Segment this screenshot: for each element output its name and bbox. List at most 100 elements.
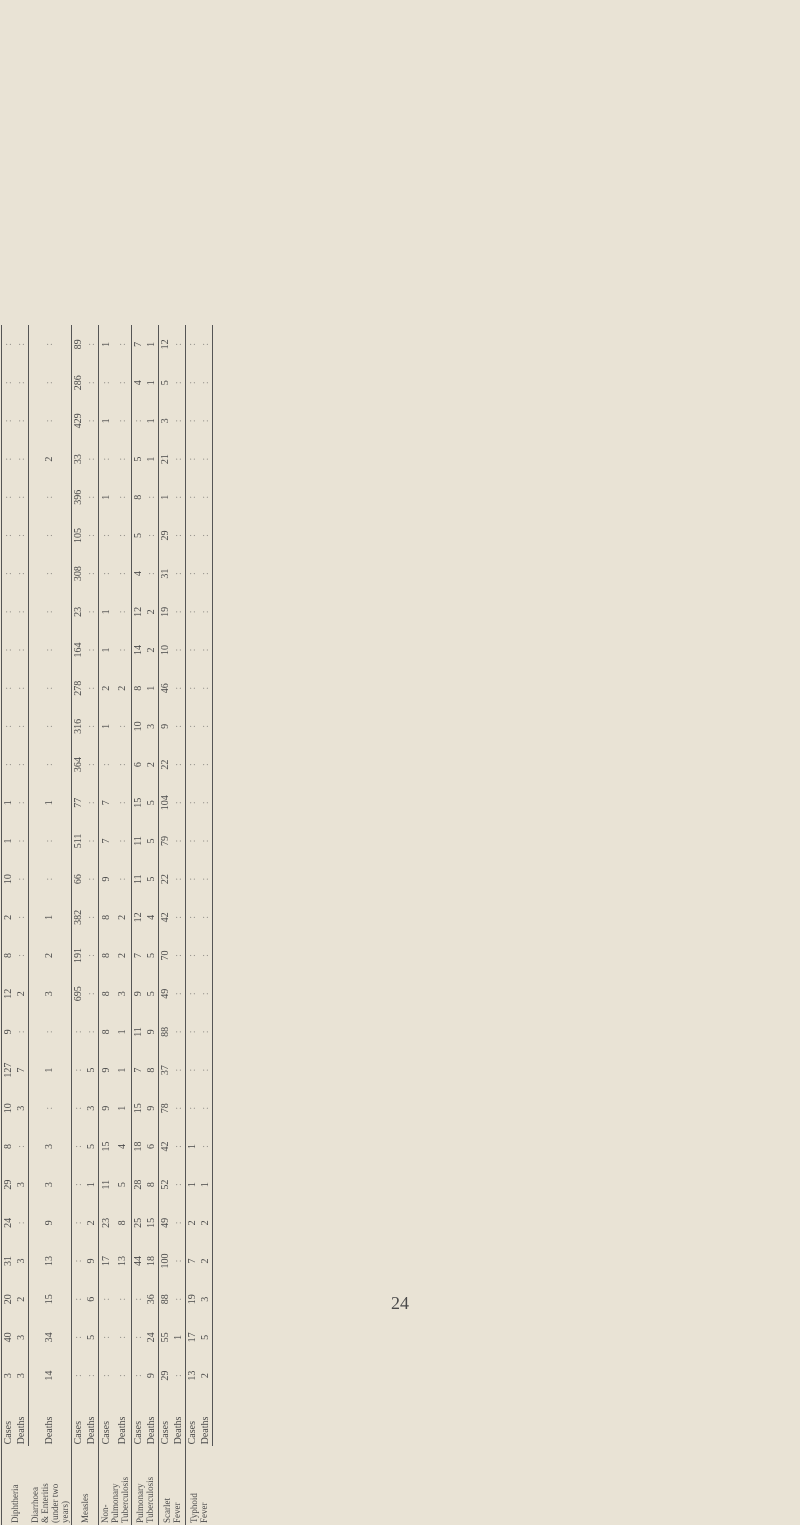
data-cell: : [172,1166,186,1204]
row-sub: Cases [131,1395,145,1447]
row-stub: Measles [71,1446,98,1525]
data-cell: : [199,478,213,516]
data-cell: 9 [29,1204,72,1242]
data-cell: : [199,1051,213,1089]
data-cell: 1 [158,478,172,516]
data-cell: : [15,936,29,974]
row-sub: Cases [2,1395,16,1447]
data-cell: : [199,402,213,440]
data-cell: 15 [131,1089,145,1127]
data-cell: 11 [98,1166,115,1204]
data-cell: 24 [2,1204,16,1242]
data-cell: : [115,516,132,554]
data-cell: : [185,669,199,707]
data-cell: 5 [115,1166,132,1204]
data-cell: : [2,631,16,669]
data-cell: : [2,516,16,554]
data-cell: : [15,555,29,593]
data-cell: 49 [158,1204,172,1242]
data-cell: : [185,707,199,745]
data-cell: : [185,822,199,860]
data-cell: 25 [131,1204,145,1242]
data-cell: : [172,669,186,707]
data-cell: 191 [71,936,85,974]
data-cell: : [71,1318,85,1356]
data-cell: : [15,440,29,478]
data-cell: 23 [98,1204,115,1242]
data-cell: 70 [158,936,172,974]
data-cell: 9 [145,1089,159,1127]
data-cell: : [172,1242,186,1280]
data-cell: : [85,593,99,631]
data-cell: 2 [2,898,16,936]
data-cell: 34 [29,1318,72,1356]
data-cell: 8 [98,975,115,1013]
data-cell: : [172,402,186,440]
data-cell: : [131,1318,145,1356]
data-cell: : [2,364,16,402]
page-number: 24 [0,1293,800,1314]
data-cell: 29 [158,1357,172,1395]
data-cell: 89 [71,325,85,364]
data-cell: : [15,669,29,707]
row-stub: Diphtheria [2,1446,29,1525]
data-cell: : [29,1013,72,1051]
data-cell: 42 [158,1127,172,1165]
data-cell: 9 [145,1013,159,1051]
data-cell: 3 [15,1166,29,1204]
data-cell: : [85,669,99,707]
data-cell: : [29,555,72,593]
data-cell: : [131,402,145,440]
data-cell: : [98,555,115,593]
data-cell: 11 [131,860,145,898]
data-cell: 1 [29,1051,72,1089]
data-cell: 1 [98,325,115,364]
data-cell: 3 [15,1318,29,1356]
data-cell: 1 [29,784,72,822]
data-cell: 18 [145,1242,159,1280]
row-sub: Deaths [85,1395,99,1447]
data-cell: : [85,402,99,440]
data-cell: : [115,555,132,593]
data-cell: : [115,593,132,631]
data-cell: 31 [2,1242,16,1280]
data-cell: : [172,364,186,402]
data-cell: 5 [85,1051,99,1089]
data-cell: : [172,1204,186,1242]
data-cell: : [199,440,213,478]
data-cell: : [199,784,213,822]
data-cell: : [172,516,186,554]
data-cell: 164 [71,631,85,669]
data-cell: 695 [71,975,85,1013]
page: TABLE V Table relating to Vital Statisti… [0,0,800,1344]
data-cell: 2 [115,669,132,707]
data-cell: 1 [145,364,159,402]
row-sub: Deaths [29,1395,72,1447]
row-sub: Deaths [115,1395,132,1447]
data-cell: : [199,669,213,707]
rotated-table-container: TABLE V Table relating to Vital Statisti… [0,325,605,1525]
data-cell: 2 [29,440,72,478]
data-cell: : [71,1242,85,1280]
data-cell: 3 [115,975,132,1013]
data-cell: : [15,898,29,936]
data-cell: 1 [98,707,115,745]
data-cell: : [199,975,213,1013]
data-cell: : [15,1204,29,1242]
data-cell: 511 [71,822,85,860]
data-cell: 4 [115,1127,132,1165]
data-cell: : [145,555,159,593]
data-cell: 52 [158,1166,172,1204]
data-cell: 1 [145,669,159,707]
data-cell: : [172,898,186,936]
data-cell: : [199,364,213,402]
data-cell: : [199,555,213,593]
data-cell: 2 [199,1357,213,1395]
data-cell: : [15,593,29,631]
data-cell: : [29,746,72,784]
data-cell: : [71,1089,85,1127]
row-sub: Cases [98,1395,115,1447]
data-cell: : [15,784,29,822]
data-cell: 100 [158,1242,172,1280]
data-cell: : [85,478,99,516]
